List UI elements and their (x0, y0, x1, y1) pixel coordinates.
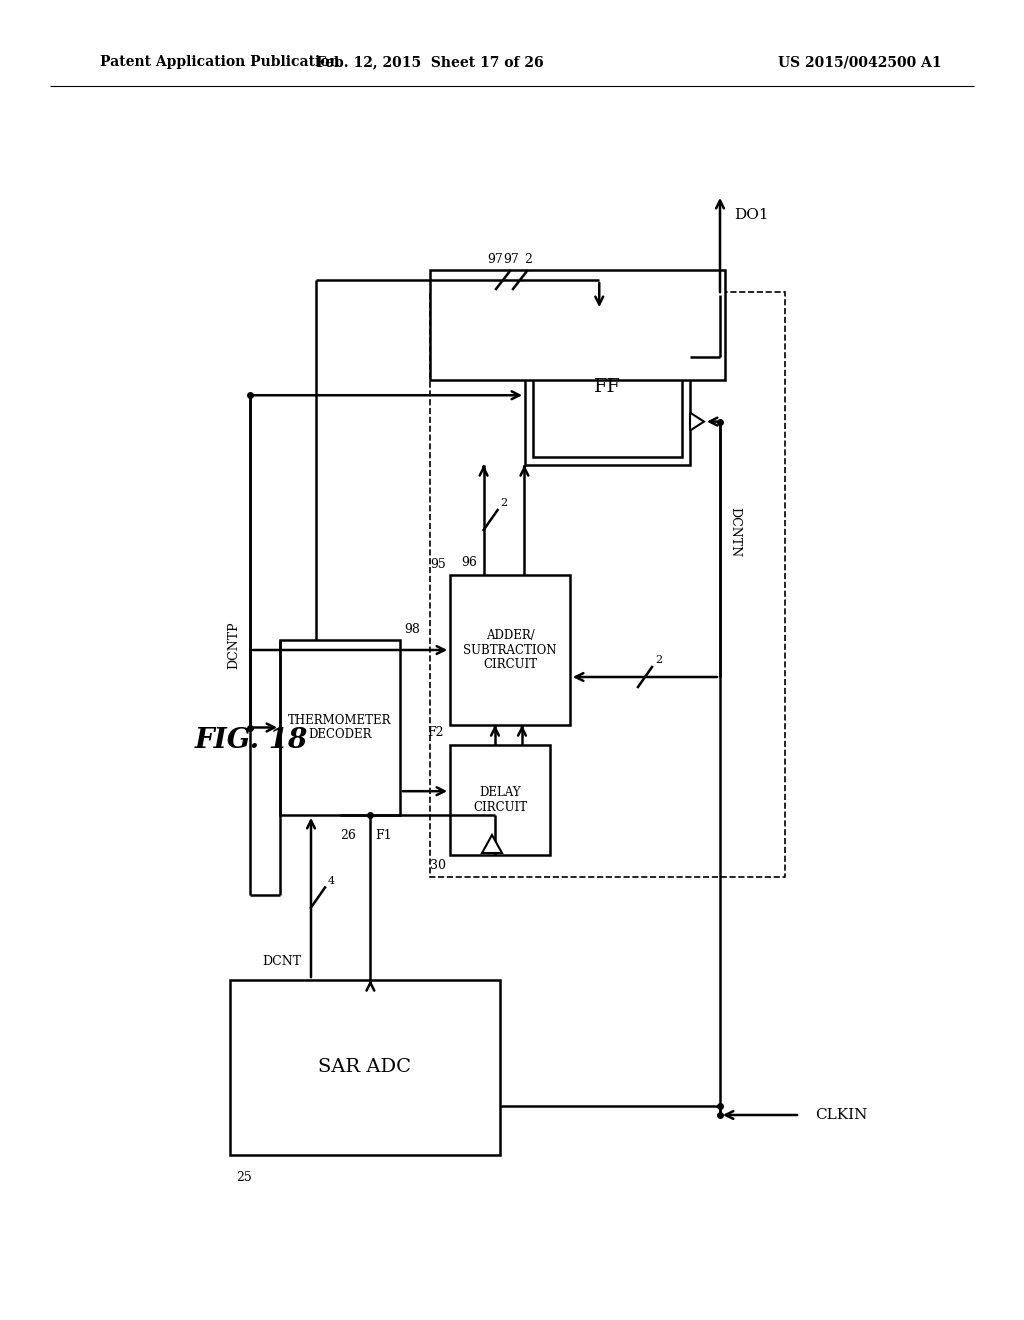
Text: 2: 2 (501, 498, 508, 508)
Bar (430, 271, 725, 380)
Bar (430, 292, 785, 876)
Text: F1: F1 (376, 829, 392, 842)
Bar (450, 744, 550, 855)
Text: 4: 4 (328, 875, 335, 886)
Text: 98: 98 (404, 623, 420, 636)
Text: 25: 25 (236, 1171, 252, 1184)
Text: ADDER/
SUBTRACTION
CIRCUIT: ADDER/ SUBTRACTION CIRCUIT (463, 628, 557, 672)
Text: 2: 2 (655, 655, 663, 665)
Text: 97: 97 (503, 253, 519, 267)
Bar (450, 576, 570, 725)
Text: DCNTP: DCNTP (227, 622, 240, 669)
Text: Patent Application Publication: Patent Application Publication (100, 55, 340, 69)
Polygon shape (482, 836, 502, 853)
Text: 96: 96 (462, 556, 477, 569)
Text: Feb. 12, 2015  Sheet 17 of 26: Feb. 12, 2015 Sheet 17 of 26 (316, 55, 544, 69)
Text: DCNTN: DCNTN (728, 507, 741, 557)
Text: US 2015/0042500 A1: US 2015/0042500 A1 (778, 55, 942, 69)
Polygon shape (690, 413, 705, 430)
Text: DELAY
CIRCUIT: DELAY CIRCUIT (473, 785, 527, 814)
Text: F2: F2 (427, 726, 444, 739)
Text: 30: 30 (430, 859, 446, 873)
Text: 2: 2 (524, 253, 531, 267)
Bar (280, 640, 400, 814)
Bar (525, 310, 690, 465)
Bar (230, 979, 500, 1155)
Bar (534, 318, 682, 457)
Text: THERMOMETER
DECODER: THERMOMETER DECODER (288, 714, 392, 742)
Text: 97: 97 (487, 253, 503, 267)
Text: FF: FF (594, 379, 621, 396)
Text: CLKIN: CLKIN (815, 1107, 867, 1122)
Text: DCNT: DCNT (262, 954, 301, 968)
Text: DO1: DO1 (734, 209, 769, 222)
Text: SAR ADC: SAR ADC (318, 1059, 412, 1077)
Text: FIG. 18: FIG. 18 (195, 726, 308, 754)
Text: 26: 26 (341, 829, 356, 842)
Text: 95: 95 (430, 558, 446, 572)
